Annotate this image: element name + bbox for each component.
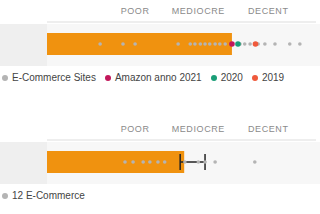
svg-text:POOR: POOR [121,6,150,16]
html-text:2020: 2020 [220,72,243,83]
svg-text:MEDIOCRE: MEDIOCRE [172,124,225,134]
html-text:2019: 2019 [261,72,285,83]
html-text:Amazon anno 2021: Amazon anno 2021 [114,72,202,83]
svg-text:MEDIOCRE: MEDIOCRE [172,6,225,16]
svg-text:POOR: POOR [121,124,150,134]
html-text:E-Commerce Sites: E-Commerce Sites [12,72,96,83]
svg-text:DECENT: DECENT [248,124,289,134]
svg-text:DECENT: DECENT [248,6,289,16]
html-text:12 E-Commerce: 12 E-Commerce [12,190,85,201]
